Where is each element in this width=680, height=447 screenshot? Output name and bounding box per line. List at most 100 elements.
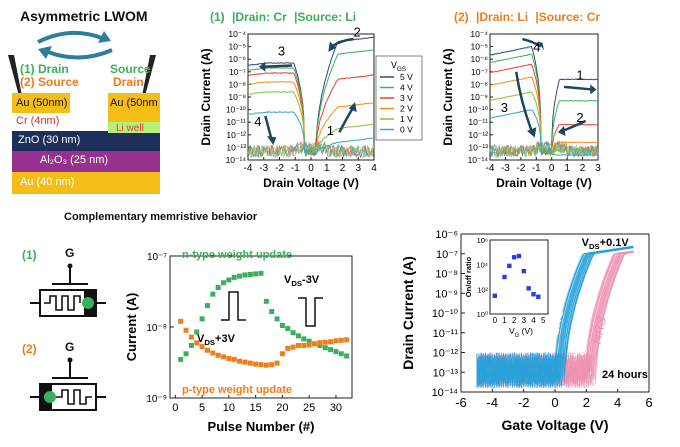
reset-pulse-icon <box>298 297 323 327</box>
y-tick-label: 10⁻⁷ <box>436 249 458 261</box>
chart1-title: (1) |Drain: Cr |Source: Li <box>210 10 356 24</box>
inset-x-tick-label: 1 <box>502 316 507 325</box>
p-point <box>242 359 248 365</box>
inset-x-tick-label: 2 <box>512 316 517 325</box>
x-tick-label: 2 <box>340 163 346 174</box>
x-tick-label: 30 <box>330 402 342 414</box>
y-tick-label: 10⁻¹³ <box>433 367 459 379</box>
n-point <box>344 353 350 359</box>
y-tick-label: 10⁻¹⁰ <box>432 308 459 320</box>
p-point <box>215 352 221 358</box>
arrow-2-head-icon <box>328 41 337 52</box>
p-point <box>274 360 280 366</box>
n-point <box>295 333 301 339</box>
arrow-3-head-icon <box>527 127 537 138</box>
x-tick-label: -6 <box>455 395 467 410</box>
chart2-title-drain: |Drain: Li <box>476 10 529 24</box>
legend-p-type: p-type weight update <box>182 384 292 396</box>
lrs-curve <box>476 246 634 389</box>
n-point <box>274 316 280 322</box>
inset-x-tick-label: 5 <box>541 316 546 325</box>
inset-y-tick-label: 10⁰ <box>477 310 488 319</box>
label-source-2: (2) Source <box>20 75 79 89</box>
x-tick-label: 4 <box>614 395 621 410</box>
y-tick-label: 10⁻¹¹ <box>468 117 488 127</box>
au-bottom-label: Au (40 nm) <box>20 176 75 188</box>
legend-label-1: 4 V <box>400 83 413 93</box>
n-point <box>210 291 216 297</box>
x-tick-label: -4 <box>244 163 253 174</box>
label-source-right: Source <box>110 62 151 76</box>
y-tick-label: 10⁻¹¹ <box>433 328 459 340</box>
n-point <box>247 271 253 277</box>
inset-frame <box>489 239 549 315</box>
y-axis-label: Drain Current (A) <box>199 48 213 145</box>
n-point <box>285 326 291 332</box>
p-point <box>183 327 189 333</box>
y-tick-label: 10⁻⁸ <box>435 269 458 281</box>
iv-curve-5 <box>247 111 375 156</box>
legend-label-4: 1 V <box>400 114 413 124</box>
arrow-1-icon <box>563 85 592 91</box>
x-tick-label: 2 <box>580 163 586 174</box>
y-tick-label: 10⁻¹² <box>433 348 459 360</box>
x-tick-label: -2 <box>275 163 284 174</box>
chart1-title-source: |Source: Li <box>294 10 357 24</box>
arrow-4-head-icon <box>537 41 544 51</box>
n-point <box>178 356 184 362</box>
zno-label: ZnO (30 nm) <box>18 134 81 146</box>
lrs-curve <box>476 247 634 388</box>
y-tick-label: 10⁻¹² <box>226 130 246 140</box>
n-point <box>263 298 269 304</box>
y-tick-label: 10⁻⁹ <box>435 288 458 300</box>
au-left-label: Au (50nm) <box>16 97 68 109</box>
inset-y-tick-label: 10⁴ <box>476 261 488 270</box>
arrow-4-icon <box>522 37 542 48</box>
y-tick-label: 10⁻⁷ <box>147 252 167 263</box>
inset-point <box>521 268 527 274</box>
p-point <box>178 318 184 324</box>
y-tick-label: 10⁻⁸ <box>146 323 167 334</box>
iv-noise-5 <box>489 141 599 158</box>
p-point <box>269 362 275 368</box>
p-point <box>199 344 205 350</box>
hrs-label: HRS <box>589 315 609 345</box>
n-point <box>306 338 312 344</box>
legend-label-2: 3 V <box>400 93 413 103</box>
annotation-2: 2 <box>576 110 583 125</box>
inset-point <box>507 263 512 269</box>
x-tick-label: 25 <box>303 402 315 414</box>
n-point <box>215 285 221 291</box>
n-point <box>194 329 200 335</box>
li-well-label: Li well <box>116 123 144 134</box>
symbol-2-number: (2) <box>22 342 37 356</box>
y-tick-label: 10⁻¹⁴ <box>468 155 489 165</box>
y-tick-label: 10⁻⁷ <box>471 67 488 77</box>
inset-y-tick-label: 10² <box>477 285 488 294</box>
x-tick-label: -4 <box>487 395 499 410</box>
arrow-4-icon <box>264 115 273 141</box>
arrow-1-head-icon <box>590 84 597 95</box>
x-tick-label: 0 <box>172 402 178 414</box>
y-tick-label: 10⁻⁹ <box>470 92 488 102</box>
p-point <box>258 362 264 368</box>
inset-point <box>516 253 522 259</box>
complementary-title: Complementary memristive behavior <box>64 211 258 223</box>
x-axis-label: Drain Voltage (V) <box>496 176 592 190</box>
legend-label-0: 5 V <box>400 72 413 82</box>
inset-point <box>511 255 517 260</box>
chart1-title-num: (1) <box>210 10 225 24</box>
n-point <box>204 303 210 309</box>
n-point <box>237 273 243 279</box>
y-tick-label: 10⁻⁴ <box>228 29 246 39</box>
n-point <box>231 274 237 280</box>
x-tick-label: 0 <box>551 395 558 410</box>
x-tick-label: -2 <box>518 395 530 410</box>
chart2-title-source: |Source: Cr <box>535 10 601 24</box>
y-tick-label: 10⁻⁵ <box>229 42 246 52</box>
y-tick-label: 10⁻⁶ <box>229 54 246 64</box>
inset-y-tick-label: 10⁶ <box>477 236 488 245</box>
annotation-2: 2 <box>354 25 361 40</box>
p-point <box>344 337 350 343</box>
